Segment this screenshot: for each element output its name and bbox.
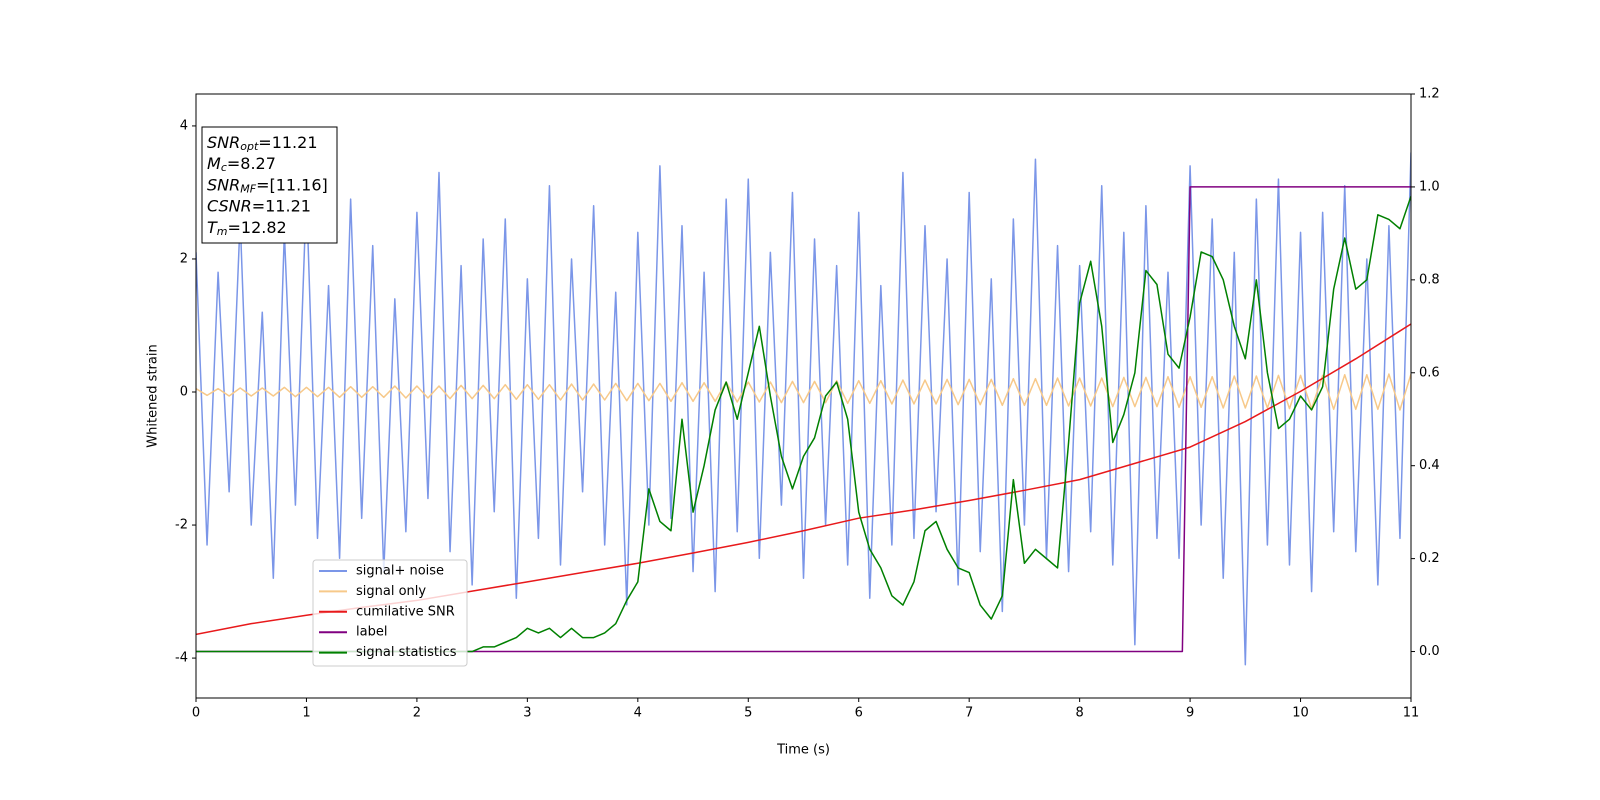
annotation-line: Mc=8.27: [207, 154, 276, 175]
y2-tick-label: 1.0: [1419, 179, 1440, 194]
legend[interactable]: signal+ noise signal only cumilative SNR la…: [312, 559, 468, 667]
annotation-sub: m: [217, 225, 228, 238]
legend-label: signal+ noise: [356, 564, 444, 579]
x-axis-label: Time (s): [776, 743, 830, 758]
x-tick-label: 10: [1292, 706, 1309, 721]
y-axis-label: Whitened strain: [146, 344, 161, 447]
axes-frame: [195, 93, 1412, 699]
x-tick-label: 3: [523, 706, 531, 721]
annotation-line: CSNR=11.21: [207, 196, 311, 215]
annotation-text: SNR: [207, 133, 240, 152]
series-line: [196, 186, 1411, 653]
series-line: [196, 152, 1411, 666]
annotation-text: T: [207, 217, 218, 236]
x-tick-label: 5: [744, 706, 752, 721]
series-line: [196, 373, 1411, 411]
x-tick-label: 11: [1403, 706, 1420, 721]
x-tick-label: 2: [413, 706, 421, 721]
annotation-text: SNR: [207, 175, 240, 194]
y-tick-label: -4: [175, 651, 188, 666]
y2-tick-label: 0.4: [1419, 458, 1440, 473]
legend-label: cumilative SNR: [356, 604, 455, 619]
legend-frame: [312, 559, 468, 667]
annotation-line: SNRMF=[11.16]: [207, 175, 328, 196]
y-tick-label: 4: [180, 118, 188, 133]
y-tick-label: -2: [175, 518, 188, 533]
annotation-value: =[11.16]: [256, 175, 328, 194]
x-tick-label: 1: [302, 706, 310, 721]
x-tick-label: 4: [634, 706, 642, 721]
legend-label: signal only: [356, 584, 426, 599]
annotation-value: =12.82: [228, 217, 287, 236]
y2-tick-label: 1.2: [1419, 87, 1440, 102]
y2-tick-label: 0.2: [1419, 551, 1440, 566]
x-tick-label: 7: [965, 706, 973, 721]
legend-label: signal statistics: [356, 645, 457, 660]
x-tick-label: 9: [1186, 706, 1194, 721]
annotation-box: SNRopt=11.21Mc=8.27SNRMF=[11.16]CSNR=11.…: [201, 126, 338, 244]
annotation-text: CSNR: [207, 196, 252, 215]
annotation-value: =11.21: [252, 196, 311, 215]
y2-tick-label: 0.0: [1419, 644, 1440, 659]
annotation-value: =8.27: [227, 154, 276, 173]
y2-tick-label: 0.6: [1419, 365, 1440, 380]
annotation-line: Tm=12.82: [207, 217, 287, 238]
annotation-sub: opt: [240, 140, 259, 153]
y2-tick-label: 0.8: [1419, 272, 1440, 287]
annotation-text: M: [207, 154, 221, 173]
y-tick-label: 0: [180, 385, 188, 400]
annotation-frame: [201, 126, 338, 244]
y-tick-label: 2: [180, 251, 188, 266]
annotation-sub: MF: [240, 182, 256, 195]
x-tick-label: 6: [855, 706, 863, 721]
x-tick-label: 8: [1075, 706, 1083, 721]
x-tick-label: 0: [192, 706, 200, 721]
legend-label: label: [356, 625, 387, 640]
annotation-sub: c: [221, 161, 227, 174]
annotation-line: SNRopt=11.21: [207, 133, 318, 154]
annotation-value: =11.21: [258, 133, 317, 152]
